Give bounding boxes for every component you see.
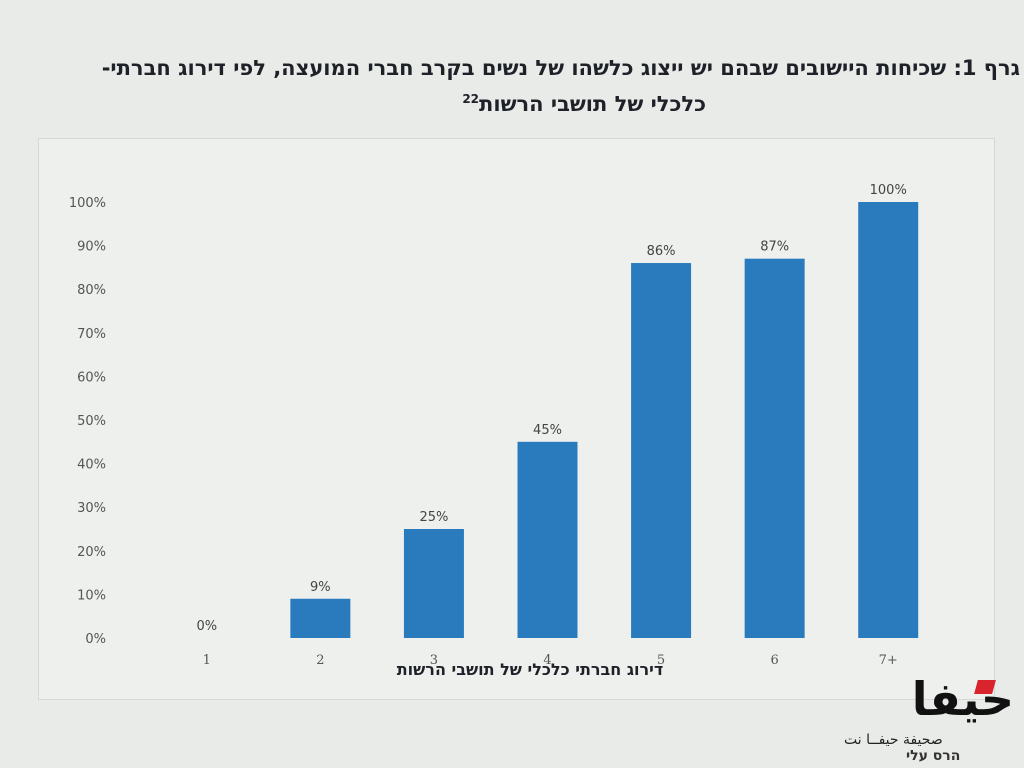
y-tick-label: 50% (77, 414, 106, 429)
y-tick-label: 90% (77, 240, 106, 255)
x-tick-label: 5 (657, 653, 665, 668)
logo-wordmark: حيفا (911, 672, 1016, 726)
logo-tagline: صحيفة حيفــا نت (844, 732, 943, 748)
data-label: 9% (310, 580, 331, 595)
bar (290, 598, 351, 638)
x-tick-label: 4 (543, 653, 551, 668)
data-label: 0% (196, 619, 217, 634)
chart-title-line-2: כלכלי של תושבי הרשות22 (462, 92, 706, 116)
plot-area-frame (38, 138, 995, 700)
bar (858, 202, 919, 638)
bar (631, 263, 692, 638)
bar (403, 529, 464, 638)
chart-title-line-2-text: כלכלי של תושבי הרשות (479, 92, 706, 116)
footnote-mark: 22 (462, 92, 480, 106)
y-tick-label: 70% (77, 327, 106, 342)
data-label: 86% (647, 244, 676, 259)
x-axis-label: דירוג חברתי כלכלי של תושבי הרשות (396, 660, 664, 679)
bar-chart: 0% 10% 20% 30% 40% 50% 60% 70% 80% 90% 100% 0% 1 9% 2 2… (69, 183, 919, 668)
y-tick-label: 10% (77, 588, 106, 603)
y-tick-label: 60% (77, 370, 106, 385)
x-tick-label: 1 (203, 653, 211, 668)
data-label: 25% (419, 510, 448, 525)
data-label: 100% (870, 183, 907, 198)
y-tick-label: 20% (77, 545, 106, 560)
bar (744, 258, 805, 638)
chart-title-line-1: גרף 1: שכיחות היישובים שבהם יש ייצוג כלש… (101, 56, 1020, 80)
cut-off-text: הרס עלי (906, 748, 961, 764)
x-tick-label: 7+ (879, 653, 898, 668)
y-tick-label: 40% (77, 458, 106, 473)
x-tick-label: 2 (316, 653, 324, 668)
x-tick-label: 3 (430, 653, 438, 668)
data-label: 87% (760, 240, 789, 255)
bar (517, 441, 578, 638)
publisher-logo: حيفا صحيفة حيفــا نت (826, 672, 1022, 762)
y-tick-label: 100% (69, 196, 106, 211)
y-tick-label: 30% (77, 501, 106, 516)
y-tick-label: 0% (85, 632, 106, 647)
data-label: 45% (533, 423, 562, 438)
y-tick-label: 80% (77, 283, 106, 298)
x-tick-label: 6 (771, 653, 779, 668)
